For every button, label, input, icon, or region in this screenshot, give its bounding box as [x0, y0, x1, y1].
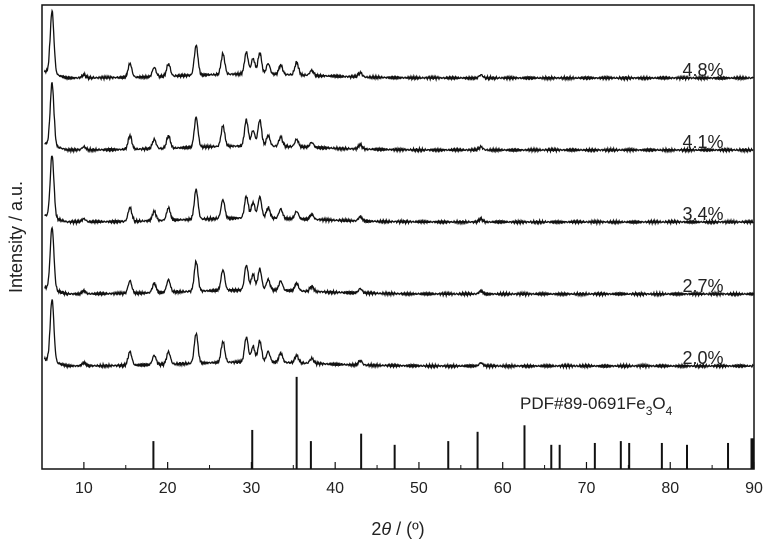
xrd-trace-2.7% — [44, 225, 754, 299]
series-label: 4.8% — [682, 60, 723, 80]
xrd-traces: 4.8% 4.1% 3.4% 2.7% 2.0% — [43, 8, 754, 371]
x-tick-label: 20 — [159, 480, 177, 497]
xrd-trace-4.8% — [43, 8, 754, 83]
plot-frame — [41, 4, 755, 470]
x-tick-label: 70 — [578, 480, 596, 497]
reference-pattern — [152, 376, 755, 469]
series-label: 2.0% — [682, 348, 723, 368]
x-tick-label: 60 — [494, 480, 512, 497]
xrd-trace-2.0% — [43, 299, 754, 371]
x-tick-label: 10 — [75, 480, 93, 497]
series-label: 3.4% — [682, 204, 723, 224]
xrd-trace-3.4% — [44, 155, 754, 227]
series-label: 4.1% — [682, 132, 723, 152]
x-axis-title: 2θ / (º) — [371, 519, 424, 539]
x-tick-label: 80 — [661, 480, 679, 497]
x-tick-label: 90 — [745, 480, 763, 497]
x-axis-ticks: 10 20 30 40 50 60 70 80 90 — [75, 462, 763, 497]
x-tick-label: 30 — [243, 480, 261, 497]
y-axis-title: Intensity / a.u. — [6, 181, 26, 293]
x-tick-label: 50 — [410, 480, 428, 497]
x-tick-label: 40 — [326, 480, 344, 497]
xrd-trace-4.1% — [44, 82, 754, 155]
series-label: 2.7% — [682, 276, 723, 296]
reference-label: PDF#89-0691Fe3O4 — [520, 394, 673, 418]
